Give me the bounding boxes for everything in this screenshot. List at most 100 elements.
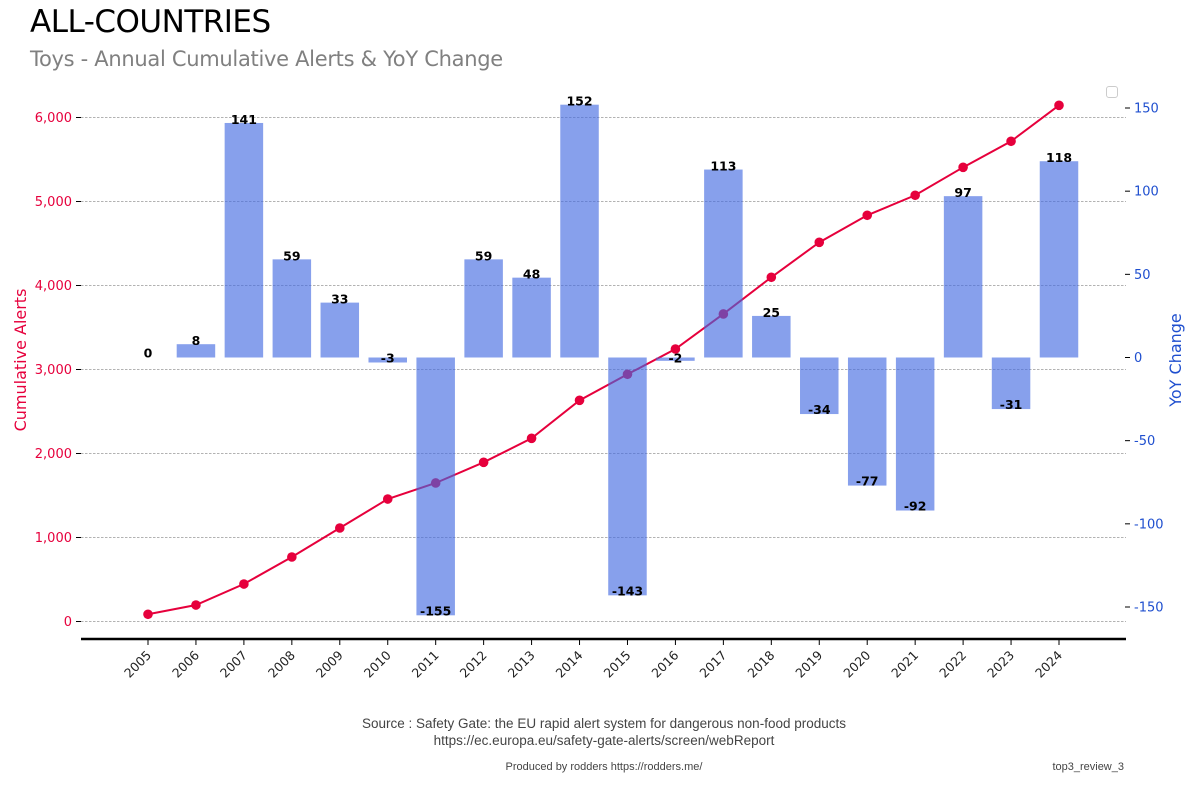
- bar-label-2014: 152: [566, 94, 592, 109]
- x-tick-label-2008: 2008: [265, 647, 298, 680]
- cumulative-point-2008: [287, 552, 297, 562]
- yoy-bar-2019: [800, 357, 839, 415]
- x-tick-label-2010: 2010: [361, 647, 394, 680]
- cumulative-point-2005: [143, 609, 153, 620]
- cumulative-point-2018: [766, 272, 777, 283]
- cumulative-point-2007: [239, 579, 249, 589]
- yoy-bar-2013: [512, 277, 551, 358]
- chart-tag: top3_review_3: [1052, 761, 1124, 773]
- x-tick-label-2020: 2020: [840, 647, 873, 680]
- bar-label-2013: 48: [523, 267, 540, 282]
- chart-title: ALL-COUNTRIES: [30, 4, 271, 40]
- yoy-bar-2022: [943, 196, 983, 358]
- bar-label-2024: 118: [1046, 150, 1072, 165]
- x-tick-label-2017: 2017: [696, 648, 729, 681]
- yoy-bar-2009: [320, 302, 360, 358]
- x-tick-label-2016: 2016: [648, 647, 681, 680]
- left-y-axis: 0 1,000 2,000 3,000 4,000 5,000 6,000: [35, 111, 81, 630]
- bar-label-2009: 33: [331, 292, 348, 307]
- left-tick-label: 0: [64, 615, 72, 630]
- x-tick-label-2015: 2015: [600, 648, 633, 681]
- bar-data-labels: 0 8 141 59 33 -3 -155 59 48 152 -143 -2 113 25 -34 -77 -…: [144, 94, 1072, 619]
- x-tick-label-2021: 2021: [888, 648, 921, 681]
- x-tick-label-2005: 2005: [121, 648, 154, 681]
- produced-by: Produced by rodders https://rodders.me/: [505, 761, 703, 773]
- x-tick-label-2006: 2006: [169, 647, 202, 680]
- cumulative-point-2019: [814, 237, 825, 248]
- x-tick-label-2018: 2018: [744, 647, 777, 680]
- x-tick-label-2019: 2019: [792, 647, 825, 680]
- yoy-bar-2011: [416, 357, 455, 616]
- cumulative-point-2012: [478, 457, 489, 468]
- left-tick-label: 1,000: [35, 531, 72, 546]
- yoy-bar-2014: [560, 104, 599, 358]
- x-tick-label-2011: 2011: [409, 648, 442, 681]
- left-tick-label: 6,000: [35, 111, 72, 126]
- bar-label-2006: 8: [192, 333, 201, 348]
- x-tick-label-2024: 2024: [1032, 647, 1065, 680]
- bar-label-2019: -34: [808, 402, 831, 417]
- right-tick-label: -150: [1134, 601, 1164, 616]
- x-axis: 2005 2006 2007 2008 2009 2010 2011 2012 2013 2014…: [81, 637, 1126, 681]
- cumulative-point-2006: [191, 600, 201, 610]
- yoy-bar-2020: [847, 357, 887, 486]
- right-tick-label: 150: [1134, 102, 1159, 117]
- left-tick-label: 5,000: [35, 195, 72, 210]
- bar-label-2010: -3: [381, 351, 395, 366]
- right-tick-label: 0: [1134, 351, 1142, 366]
- left-axis-label: Cumulative Alerts: [11, 289, 30, 432]
- bar-label-2007: 141: [231, 112, 257, 127]
- x-tick-label-2009: 2009: [313, 647, 346, 680]
- legend-box: [1106, 86, 1118, 98]
- bar-label-2011: -155: [420, 603, 451, 618]
- right-tick-label: -100: [1134, 517, 1164, 532]
- right-tick-label: 50: [1134, 268, 1151, 283]
- bar-label-2023: -31: [1000, 397, 1023, 412]
- yoy-bar-2015: [608, 357, 647, 596]
- cumulative-point-2010: [382, 494, 393, 504]
- bar-label-2022: 97: [954, 185, 971, 200]
- x-tick-label-2022: 2022: [936, 648, 969, 681]
- bar-label-2005: 0: [144, 346, 153, 361]
- x-tick-label-2007: 2007: [217, 648, 250, 681]
- left-tick-label: 3,000: [35, 363, 72, 378]
- x-tick-label-2013: 2013: [505, 648, 538, 681]
- cumulative-point-2009: [334, 523, 345, 533]
- bar-label-2018: 25: [763, 305, 780, 320]
- yoy-bar-2018: [752, 315, 791, 358]
- chart-subtitle: Toys - Annual Cumulative Alerts & YoY Ch…: [30, 47, 503, 71]
- bar-label-2012: 59: [475, 248, 492, 263]
- cumulative-point-2022: [958, 162, 968, 173]
- right-tick-label: -50: [1134, 434, 1155, 449]
- yoy-bar-2021: [895, 357, 935, 511]
- cumulative-point-2014: [574, 395, 585, 406]
- source-line-2: https://ec.europa.eu/safety-gate-alerts/…: [433, 733, 775, 748]
- yoy-bar-2006: [176, 344, 216, 358]
- right-y-axis: -150 -100 -50 0 50 100 150: [1125, 102, 1164, 616]
- x-tick-label-2012: 2012: [457, 648, 490, 681]
- cumulative-line: [147, 104, 1060, 616]
- yoy-bar-2023: [991, 357, 1031, 410]
- cumulative-point-2020: [862, 210, 873, 221]
- bar-label-2020: -77: [856, 474, 879, 489]
- right-tick-label: 100: [1134, 185, 1159, 200]
- yoy-bar-2010: [368, 357, 407, 363]
- yoy-bar-2012: [464, 259, 503, 358]
- yoy-bar-2024: [1039, 161, 1079, 358]
- source-line-1: Source : Safety Gate: the EU rapid alert…: [361, 716, 846, 731]
- cumulative-point-2016: [670, 344, 681, 354]
- yoy-bar-series: [176, 104, 1079, 616]
- bar-label-2016: -2: [668, 351, 682, 366]
- left-tick-label: 2,000: [35, 447, 72, 462]
- cumulative-point-2023: [1006, 136, 1016, 147]
- yoy-bar-2007: [224, 122, 264, 358]
- x-tick-label-2023: 2023: [984, 648, 1017, 681]
- bar-label-2017: 113: [710, 159, 736, 174]
- yoy-bar-2008: [272, 259, 312, 358]
- yoy-bar-2016: [656, 357, 695, 361]
- bar-label-2021: -92: [904, 499, 927, 514]
- cumulative-point-2021: [910, 190, 920, 201]
- left-tick-label: 4,000: [35, 279, 72, 294]
- bar-label-2008: 59: [283, 248, 300, 263]
